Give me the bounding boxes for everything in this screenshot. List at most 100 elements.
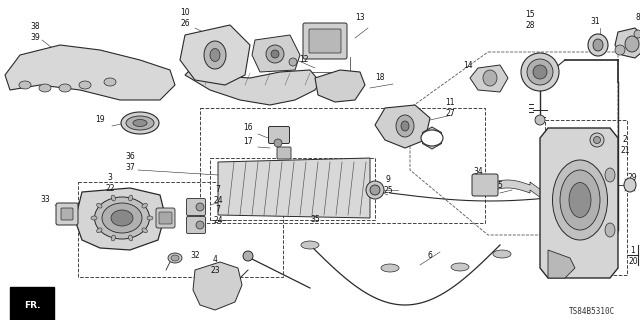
Polygon shape [75, 188, 165, 250]
Ellipse shape [104, 78, 116, 86]
FancyBboxPatch shape [269, 126, 289, 143]
Ellipse shape [171, 255, 179, 261]
FancyBboxPatch shape [309, 29, 341, 53]
Ellipse shape [142, 203, 147, 208]
Ellipse shape [102, 203, 142, 233]
Text: 19: 19 [95, 116, 105, 124]
Text: 7
24: 7 24 [213, 205, 223, 225]
Text: 7
24: 7 24 [213, 185, 223, 205]
Ellipse shape [289, 58, 297, 66]
Ellipse shape [133, 119, 147, 126]
Text: 13: 13 [355, 13, 365, 22]
FancyBboxPatch shape [277, 147, 291, 159]
Ellipse shape [97, 228, 102, 233]
Text: 10
26: 10 26 [180, 8, 190, 28]
Text: 14: 14 [463, 60, 473, 69]
Ellipse shape [615, 45, 625, 55]
Ellipse shape [521, 53, 559, 91]
Text: TS84B5310C: TS84B5310C [569, 308, 615, 316]
Ellipse shape [421, 130, 443, 146]
FancyBboxPatch shape [186, 217, 205, 234]
Ellipse shape [401, 121, 409, 131]
Text: 15
28: 15 28 [525, 10, 535, 30]
Ellipse shape [97, 203, 102, 208]
Bar [200, 108, 485, 223]
Ellipse shape [95, 197, 150, 239]
Ellipse shape [274, 139, 282, 147]
Text: 5: 5 [497, 180, 502, 189]
Text: 31: 31 [590, 18, 600, 27]
Text: 35: 35 [310, 215, 320, 225]
Ellipse shape [569, 182, 591, 218]
Ellipse shape [493, 250, 511, 258]
Polygon shape [185, 65, 320, 105]
Ellipse shape [142, 228, 147, 233]
Polygon shape [615, 28, 640, 58]
FancyBboxPatch shape [159, 212, 172, 224]
Ellipse shape [552, 160, 607, 240]
Ellipse shape [301, 241, 319, 249]
Text: 4
23: 4 23 [210, 255, 220, 275]
Text: FR.: FR. [24, 300, 40, 309]
Text: 16: 16 [243, 124, 253, 132]
Ellipse shape [483, 70, 497, 86]
Text: 2
21: 2 21 [620, 135, 630, 155]
Ellipse shape [39, 84, 51, 92]
Polygon shape [548, 250, 575, 278]
Bar [545, 120, 627, 275]
Polygon shape [180, 25, 250, 85]
Ellipse shape [147, 216, 153, 220]
Ellipse shape [590, 133, 604, 147]
Ellipse shape [271, 50, 279, 58]
FancyBboxPatch shape [303, 23, 347, 59]
FancyBboxPatch shape [186, 198, 205, 215]
Text: 6: 6 [428, 251, 433, 260]
Bar [210, 158, 375, 220]
Text: 17: 17 [243, 138, 253, 147]
Ellipse shape [111, 195, 115, 201]
Ellipse shape [396, 115, 414, 137]
Polygon shape [485, 180, 548, 203]
Text: 8: 8 [636, 13, 640, 22]
Ellipse shape [588, 34, 608, 56]
Ellipse shape [560, 170, 600, 230]
Ellipse shape [59, 84, 71, 92]
Ellipse shape [593, 137, 600, 143]
Ellipse shape [624, 178, 636, 192]
Ellipse shape [19, 81, 31, 89]
Text: 33: 33 [40, 196, 50, 204]
Ellipse shape [527, 59, 553, 85]
Text: 38
39: 38 39 [30, 22, 40, 42]
Text: 36
37: 36 37 [125, 152, 135, 172]
Ellipse shape [196, 221, 204, 229]
Text: 9
25: 9 25 [383, 175, 393, 195]
Text: 18: 18 [375, 74, 385, 83]
Polygon shape [5, 45, 175, 100]
Ellipse shape [79, 81, 91, 89]
Ellipse shape [533, 65, 547, 79]
Ellipse shape [168, 253, 182, 263]
Polygon shape [218, 158, 370, 218]
Text: 11
27: 11 27 [445, 98, 455, 118]
Text: 32: 32 [190, 251, 200, 260]
FancyBboxPatch shape [156, 208, 175, 228]
Polygon shape [540, 128, 618, 278]
Text: 3
22: 3 22 [105, 173, 115, 193]
FancyBboxPatch shape [61, 208, 73, 220]
Ellipse shape [381, 264, 399, 272]
Ellipse shape [634, 30, 640, 38]
Ellipse shape [366, 181, 384, 199]
FancyBboxPatch shape [472, 174, 498, 196]
Ellipse shape [605, 223, 615, 237]
Ellipse shape [625, 36, 639, 52]
Ellipse shape [243, 251, 253, 261]
Polygon shape [315, 70, 365, 102]
Ellipse shape [111, 235, 115, 241]
Polygon shape [252, 35, 300, 72]
Ellipse shape [204, 41, 226, 69]
Polygon shape [470, 65, 508, 92]
Ellipse shape [91, 216, 97, 220]
Text: 12: 12 [300, 55, 308, 65]
Text: 29: 29 [627, 173, 637, 182]
Ellipse shape [266, 45, 284, 63]
